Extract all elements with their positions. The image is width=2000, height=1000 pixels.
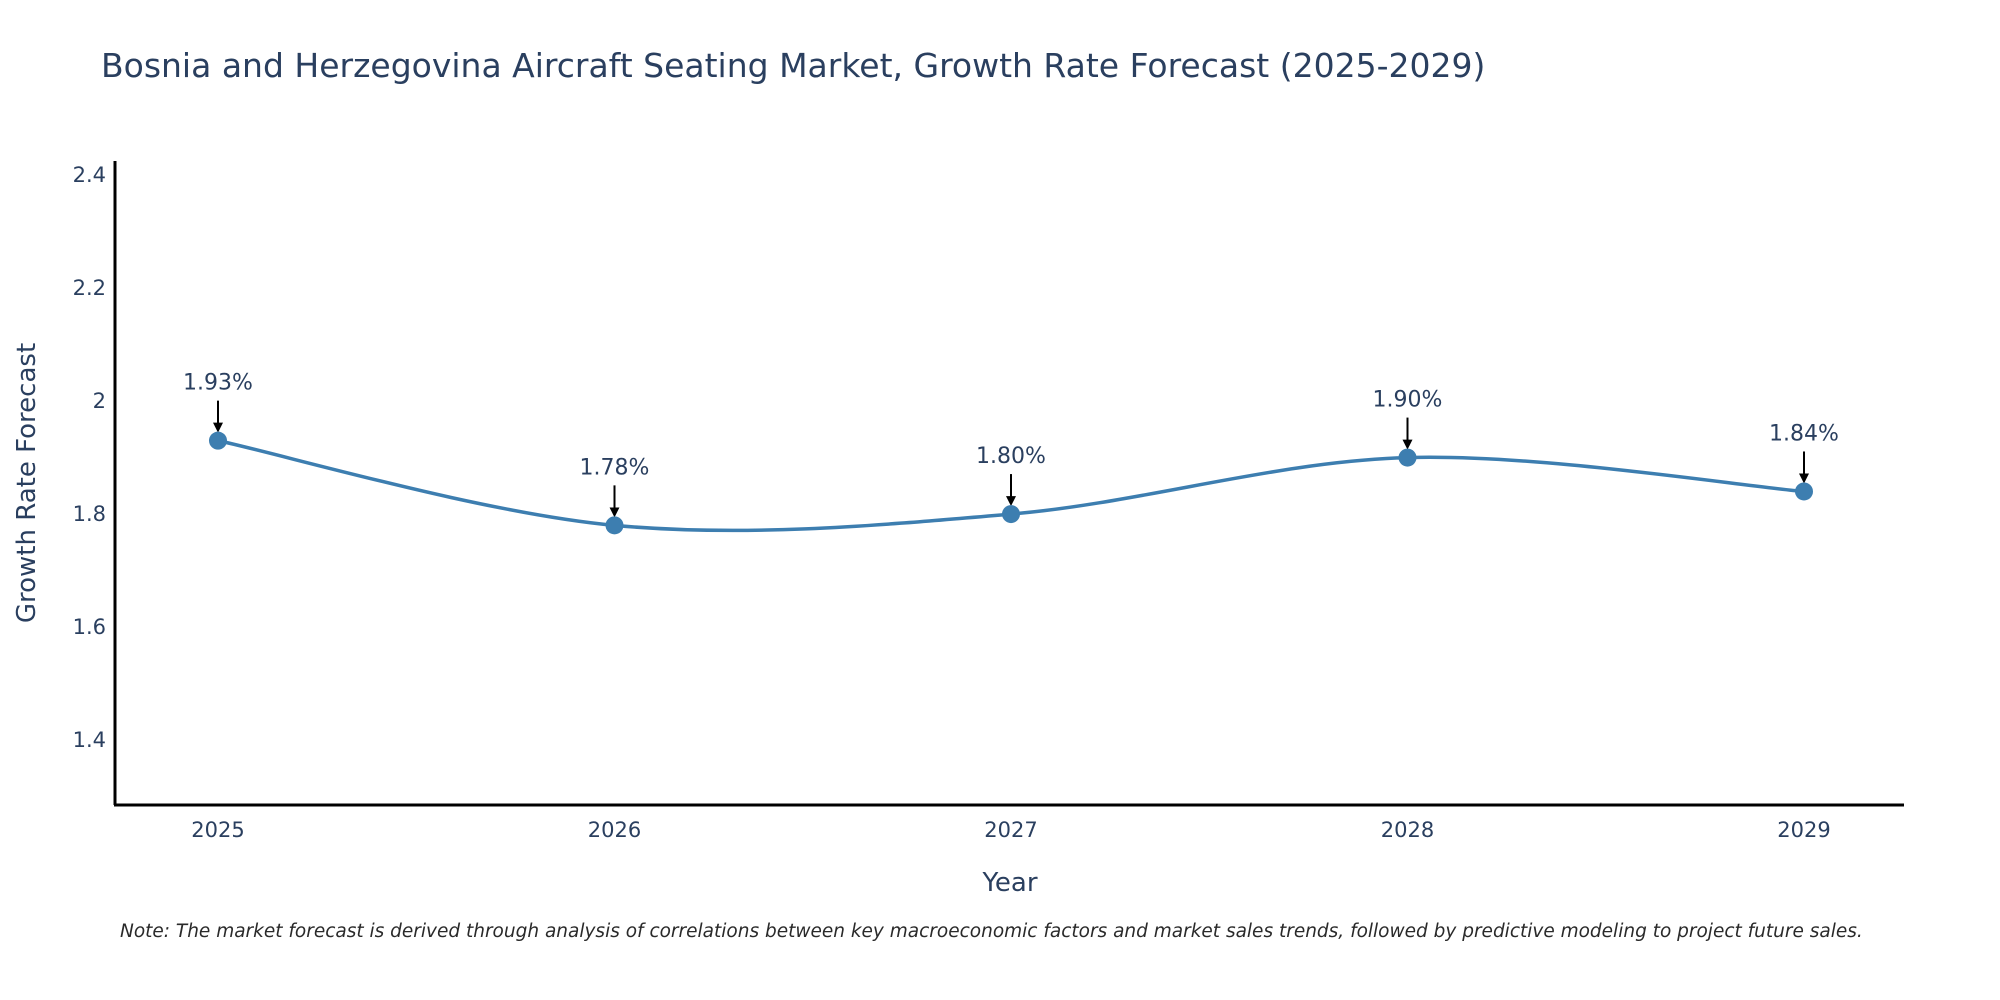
x-axis-title: Year — [981, 868, 1037, 898]
data-label: 1.93% — [183, 371, 253, 396]
data-point — [1002, 505, 1020, 524]
x-axis-ticks: 2025 2026 2027 2028 2029 — [191, 818, 1830, 842]
y-tick-label: 2.2 — [73, 276, 106, 300]
y-axis-title: Growth Rate Forecast — [12, 343, 42, 623]
y-tick-label: 1.6 — [73, 615, 106, 639]
data-markers — [209, 431, 1813, 535]
x-tick-label: 2025 — [191, 818, 244, 842]
x-tick-label: 2028 — [1381, 818, 1434, 842]
data-label: 1.80% — [976, 444, 1046, 469]
x-tick-label: 2029 — [1777, 818, 1830, 842]
x-tick-label: 2026 — [588, 818, 641, 842]
y-tick-label: 2.4 — [73, 163, 106, 187]
y-tick-label: 1.8 — [73, 502, 106, 526]
data-point — [1398, 448, 1417, 467]
data-label: 1.84% — [1769, 421, 1839, 446]
chart-note: Note: The market forecast is derived thr… — [120, 921, 1863, 942]
data-label: 1.78% — [580, 455, 650, 480]
y-tick-label: 1.4 — [73, 728, 106, 752]
data-point — [605, 516, 624, 535]
data-label: 1.90% — [1373, 388, 1443, 413]
x-tick-label: 2027 — [984, 818, 1037, 842]
y-tick-label: 2 — [93, 389, 106, 413]
annotation-arrows — [213, 400, 1809, 518]
data-labels: 1.93% 1.78% 1.80% 1.90% 1.84% — [183, 371, 1839, 481]
chart-title: Bosnia and Herzegovina Aircraft Seating … — [101, 46, 1486, 85]
data-point — [209, 431, 227, 450]
data-point — [1795, 482, 1813, 501]
y-axis-ticks: 1.4 1.6 1.8 2 2.2 2.4 — [73, 163, 106, 752]
